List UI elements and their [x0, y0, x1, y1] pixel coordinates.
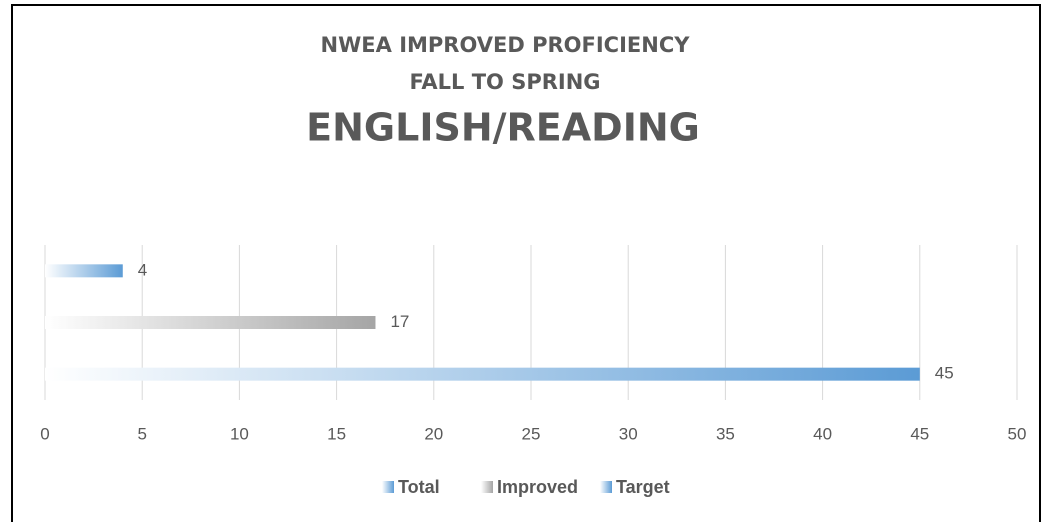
x-tick-label: 15 — [327, 424, 346, 443]
legend-label: Total — [398, 477, 440, 497]
bar — [45, 367, 920, 381]
bar — [45, 316, 376, 329]
x-tick-label: 25 — [522, 424, 541, 443]
x-tick-label: 10 — [230, 424, 249, 443]
frame — [11, 4, 1041, 522]
legend-label: Improved — [497, 477, 578, 497]
x-tick-label: 50 — [1008, 424, 1027, 443]
x-tick-label: 35 — [716, 424, 735, 443]
x-tick-label: 20 — [424, 424, 443, 443]
data-label: 17 — [390, 312, 409, 331]
legend-marker — [600, 481, 612, 493]
chart-heading: ENGLISH/READING — [306, 106, 700, 150]
x-tick-label: 30 — [619, 424, 638, 443]
legend-marker — [481, 481, 493, 493]
bar — [45, 264, 123, 278]
legend-marker — [382, 481, 394, 493]
chart-subtitle: FALL TO SPRING — [409, 70, 600, 94]
data-label: 4 — [138, 260, 147, 279]
x-tick-label: 40 — [813, 424, 832, 443]
x-tick-label: 5 — [137, 424, 146, 443]
legend-label: Target — [616, 477, 670, 497]
x-tick-label: 0 — [40, 424, 49, 443]
data-label: 45 — [935, 364, 954, 383]
x-tick-label: 45 — [910, 424, 929, 443]
chart-title: NWEA IMPROVED PROFICIENCY — [321, 33, 691, 57]
